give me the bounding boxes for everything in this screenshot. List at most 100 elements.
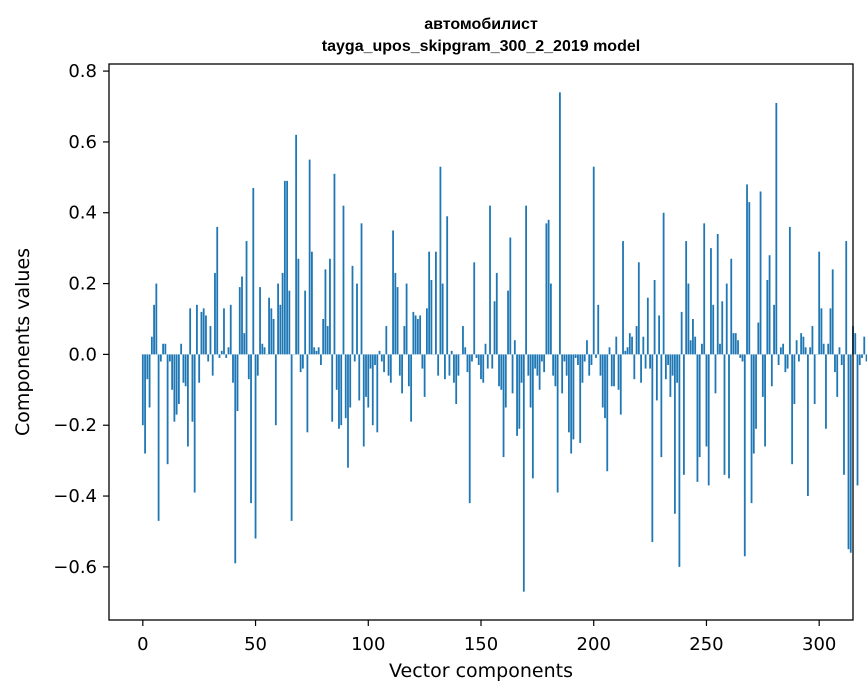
bar-99 bbox=[365, 354, 367, 397]
bar-217 bbox=[631, 336, 633, 355]
bar-0 bbox=[141, 354, 144, 426]
bar-265 bbox=[739, 354, 742, 358]
bar-293 bbox=[802, 336, 805, 355]
bar-295 bbox=[807, 354, 809, 497]
bar-6 bbox=[155, 283, 158, 355]
bar-37 bbox=[225, 354, 228, 358]
x-tick-label: 150 bbox=[464, 634, 498, 655]
bar-282 bbox=[777, 354, 780, 366]
bar-147 bbox=[473, 262, 476, 355]
bar-107 bbox=[383, 354, 385, 373]
bar-98 bbox=[362, 354, 365, 447]
bar-66 bbox=[290, 354, 293, 521]
bar-306 bbox=[831, 269, 834, 355]
bar-320 bbox=[863, 336, 866, 355]
bar-211 bbox=[617, 354, 620, 390]
bar-230 bbox=[660, 354, 663, 458]
bar-153 bbox=[486, 354, 489, 369]
bar-32 bbox=[214, 272, 216, 355]
bar-75 bbox=[311, 251, 313, 355]
bar-313 bbox=[847, 354, 850, 550]
bar-319 bbox=[861, 354, 863, 358]
bar-283 bbox=[779, 347, 782, 355]
bar-236 bbox=[673, 354, 676, 514]
bar-73 bbox=[306, 354, 309, 433]
bar-133 bbox=[441, 283, 444, 355]
bar-144 bbox=[466, 354, 469, 373]
bar-119 bbox=[410, 354, 413, 422]
x-tick-label: 200 bbox=[577, 634, 611, 655]
bar-197 bbox=[586, 340, 588, 355]
bar-308 bbox=[836, 354, 839, 397]
bar-127 bbox=[428, 251, 431, 355]
bar-257 bbox=[721, 301, 724, 355]
bar-101 bbox=[369, 354, 372, 369]
bar-188 bbox=[565, 354, 568, 376]
bar-180 bbox=[547, 219, 550, 355]
bar-158 bbox=[498, 354, 500, 387]
bar-134 bbox=[444, 354, 446, 380]
x-tick-label: 50 bbox=[244, 634, 267, 655]
bar-69 bbox=[297, 258, 300, 355]
bar-259 bbox=[725, 283, 728, 355]
bar-38 bbox=[227, 347, 230, 355]
bar-104 bbox=[376, 354, 379, 433]
bar-232 bbox=[664, 354, 667, 380]
bar-68 bbox=[295, 134, 298, 355]
bar-238 bbox=[678, 354, 681, 567]
bar-61 bbox=[279, 304, 282, 355]
bar-296 bbox=[809, 347, 812, 355]
bar-8 bbox=[159, 354, 162, 362]
bar-125 bbox=[423, 354, 426, 397]
bar-63 bbox=[283, 180, 286, 355]
bar-305 bbox=[829, 308, 832, 355]
bar-221 bbox=[640, 354, 642, 383]
bar-297 bbox=[811, 326, 814, 355]
bar-235 bbox=[671, 354, 674, 376]
bar-71 bbox=[301, 354, 304, 369]
bar-45 bbox=[243, 333, 246, 355]
x-tick-label: 0 bbox=[137, 634, 148, 655]
bar-251 bbox=[707, 354, 710, 486]
bar-229 bbox=[658, 315, 661, 355]
bar-24 bbox=[196, 304, 198, 355]
bar-84 bbox=[331, 354, 334, 422]
bar-82 bbox=[326, 326, 329, 355]
bar-208 bbox=[610, 354, 613, 387]
bar-100 bbox=[367, 354, 370, 408]
bar-128 bbox=[430, 280, 433, 355]
bar-118 bbox=[407, 354, 410, 387]
y-tick-label: 0.8 bbox=[68, 61, 97, 82]
bar-212 bbox=[619, 354, 622, 415]
bar-58 bbox=[272, 318, 275, 355]
bar-314 bbox=[849, 354, 852, 553]
bar-5 bbox=[153, 304, 155, 355]
bar-90 bbox=[344, 354, 347, 419]
bar-234 bbox=[669, 354, 672, 397]
bar-193 bbox=[577, 354, 579, 366]
bar-121 bbox=[414, 315, 417, 355]
bar-189 bbox=[568, 354, 570, 433]
bar-135 bbox=[446, 216, 449, 355]
bar-321 bbox=[865, 354, 867, 362]
bar-76 bbox=[313, 347, 316, 355]
bar-146 bbox=[471, 354, 473, 362]
bar-196 bbox=[583, 354, 586, 362]
bar-16 bbox=[177, 354, 180, 404]
bar-138 bbox=[453, 354, 455, 383]
x-tick-label: 100 bbox=[351, 634, 385, 655]
bar-190 bbox=[570, 354, 573, 454]
bar-15 bbox=[175, 354, 178, 415]
bar-169 bbox=[522, 354, 525, 592]
bar-9 bbox=[162, 343, 165, 355]
bar-312 bbox=[845, 241, 848, 355]
bar-43 bbox=[238, 287, 241, 355]
bar-241 bbox=[685, 241, 688, 355]
bar-249 bbox=[703, 223, 706, 355]
bar-223 bbox=[644, 354, 647, 369]
y-tick-label: 0.2 bbox=[68, 274, 97, 295]
bar-21 bbox=[189, 308, 192, 355]
bar-185 bbox=[559, 92, 561, 355]
bar-81 bbox=[324, 269, 327, 355]
